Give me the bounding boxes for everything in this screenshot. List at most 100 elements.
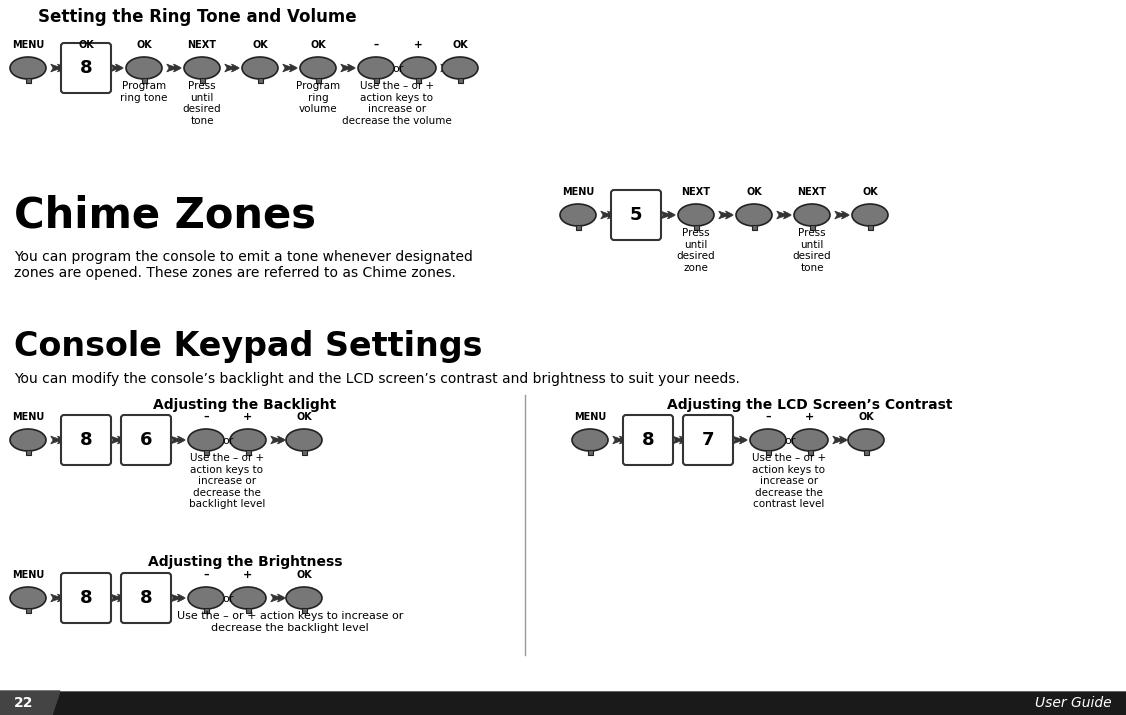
Text: You can modify the console’s backlight and the LCD screen’s contrast and brightn: You can modify the console’s backlight a… xyxy=(14,372,740,386)
Ellipse shape xyxy=(286,429,322,451)
Bar xyxy=(867,225,873,230)
Text: 5: 5 xyxy=(629,206,642,224)
Text: MENU: MENU xyxy=(12,570,44,580)
Bar xyxy=(204,450,208,455)
Text: or: or xyxy=(222,436,234,446)
Ellipse shape xyxy=(10,429,46,451)
Text: or: or xyxy=(785,436,796,446)
Bar xyxy=(575,225,581,230)
Bar xyxy=(302,450,306,455)
Text: or: or xyxy=(222,594,234,604)
Text: NEXT: NEXT xyxy=(188,40,216,50)
Text: OK: OK xyxy=(78,40,93,50)
Bar xyxy=(864,450,868,455)
Ellipse shape xyxy=(188,587,224,609)
Ellipse shape xyxy=(126,57,162,79)
Ellipse shape xyxy=(560,204,596,226)
Text: Press
until
desired
zone: Press until desired zone xyxy=(677,228,715,273)
Text: +: + xyxy=(413,40,422,50)
FancyBboxPatch shape xyxy=(623,415,673,465)
Text: 8: 8 xyxy=(80,589,92,607)
Ellipse shape xyxy=(736,204,772,226)
Bar xyxy=(415,78,420,83)
Text: NEXT: NEXT xyxy=(681,187,711,197)
Text: OK: OK xyxy=(296,412,312,422)
Text: 8: 8 xyxy=(140,589,152,607)
FancyBboxPatch shape xyxy=(61,573,111,623)
Bar xyxy=(0,691,1126,715)
Text: +: + xyxy=(243,412,252,422)
Ellipse shape xyxy=(678,204,714,226)
FancyBboxPatch shape xyxy=(120,415,171,465)
Text: +: + xyxy=(805,412,814,422)
Text: Press
until
desired
tone: Press until desired tone xyxy=(182,81,222,126)
Text: OK: OK xyxy=(296,570,312,580)
Text: MENU: MENU xyxy=(12,412,44,422)
Bar xyxy=(588,450,592,455)
Bar xyxy=(258,78,262,83)
Bar xyxy=(26,608,30,613)
Ellipse shape xyxy=(443,57,479,79)
Text: OK: OK xyxy=(453,40,468,50)
Text: or: or xyxy=(392,64,404,74)
Text: 22: 22 xyxy=(15,696,34,710)
Bar xyxy=(204,608,208,613)
Text: Adjusting the Backlight: Adjusting the Backlight xyxy=(153,398,337,412)
Ellipse shape xyxy=(230,587,266,609)
Text: OK: OK xyxy=(747,187,762,197)
Ellipse shape xyxy=(572,429,608,451)
Text: –: – xyxy=(766,412,771,422)
Bar xyxy=(142,78,146,83)
Text: Use the – or +
action keys to
increase or
decrease the
backlight level: Use the – or + action keys to increase o… xyxy=(189,453,266,509)
FancyBboxPatch shape xyxy=(120,573,171,623)
FancyBboxPatch shape xyxy=(61,415,111,465)
Ellipse shape xyxy=(792,429,828,451)
Ellipse shape xyxy=(10,587,46,609)
Text: 7: 7 xyxy=(701,431,714,449)
Text: Adjusting the Brightness: Adjusting the Brightness xyxy=(148,555,342,569)
Text: –: – xyxy=(203,412,208,422)
Text: –: – xyxy=(374,40,378,50)
Bar xyxy=(807,450,813,455)
Ellipse shape xyxy=(358,57,394,79)
Text: Press
until
desired
tone: Press until desired tone xyxy=(793,228,831,273)
Text: OK: OK xyxy=(858,412,874,422)
Bar xyxy=(199,78,205,83)
Ellipse shape xyxy=(750,429,786,451)
Text: Use the – or +
action keys to
increase or
decrease the volume: Use the – or + action keys to increase o… xyxy=(342,81,452,126)
Ellipse shape xyxy=(400,57,436,79)
Text: +: + xyxy=(243,570,252,580)
Ellipse shape xyxy=(184,57,220,79)
Text: OK: OK xyxy=(136,40,152,50)
Ellipse shape xyxy=(300,57,336,79)
FancyBboxPatch shape xyxy=(61,43,111,93)
Text: Setting the Ring Tone and Volume: Setting the Ring Tone and Volume xyxy=(38,8,357,26)
Text: Adjusting the LCD Screen’s Contrast: Adjusting the LCD Screen’s Contrast xyxy=(668,398,953,412)
Ellipse shape xyxy=(242,57,278,79)
Text: Program
ring tone: Program ring tone xyxy=(120,81,168,102)
Ellipse shape xyxy=(852,204,888,226)
Bar xyxy=(245,450,250,455)
Text: You can program the console to emit a tone whenever designated
zones are opened.: You can program the console to emit a to… xyxy=(14,250,473,280)
Ellipse shape xyxy=(188,429,224,451)
Text: 6: 6 xyxy=(140,431,152,449)
Bar xyxy=(302,608,306,613)
Bar xyxy=(694,225,698,230)
Text: User Guide: User Guide xyxy=(1036,696,1112,710)
Ellipse shape xyxy=(230,429,266,451)
Text: Program
ring
volume: Program ring volume xyxy=(296,81,340,114)
Bar xyxy=(751,225,757,230)
Text: OK: OK xyxy=(252,40,268,50)
Bar xyxy=(26,450,30,455)
Text: MENU: MENU xyxy=(12,40,44,50)
Ellipse shape xyxy=(286,587,322,609)
Text: OK: OK xyxy=(863,187,878,197)
Bar xyxy=(766,450,770,455)
Text: Chime Zones: Chime Zones xyxy=(14,195,316,237)
Text: NEXT: NEXT xyxy=(797,187,826,197)
Bar xyxy=(26,78,30,83)
Text: 8: 8 xyxy=(642,431,654,449)
Text: Use the – or + action keys to increase or
decrease the backlight level: Use the – or + action keys to increase o… xyxy=(177,611,403,633)
Ellipse shape xyxy=(848,429,884,451)
Text: MENU: MENU xyxy=(574,412,606,422)
